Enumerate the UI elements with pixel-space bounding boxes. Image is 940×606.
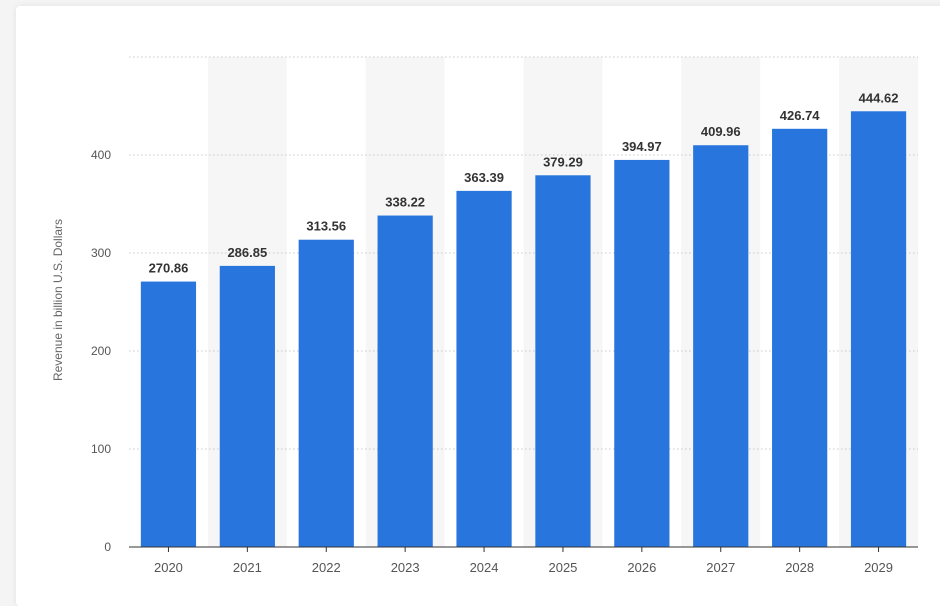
x-tick-label: 2024 (470, 560, 499, 575)
x-tick-label: 2021 (233, 560, 262, 575)
bar (535, 175, 591, 547)
bar-value-label: 379.29 (543, 154, 583, 169)
x-tick-label: 2022 (312, 560, 341, 575)
bar-value-label: 270.86 (149, 261, 189, 276)
y-tick-label: 200 (91, 344, 111, 358)
bar-value-label: 286.85 (227, 245, 267, 260)
bar (140, 281, 197, 547)
y-tick-label: 100 (91, 442, 111, 456)
bar (693, 145, 749, 547)
bar-value-label: 313.56 (306, 219, 346, 234)
bar-value-label: 363.39 (464, 170, 504, 185)
bar-value-label: 409.96 (701, 124, 741, 139)
bar (219, 265, 275, 547)
bar (298, 239, 354, 548)
y-tick-label: 400 (91, 148, 111, 162)
x-tick-label: 2020 (154, 560, 183, 575)
bar (456, 190, 512, 547)
bar-value-label: 444.62 (859, 90, 899, 105)
bar-value-label: 426.74 (780, 108, 821, 123)
y-tick-label: 300 (91, 246, 111, 260)
bar-value-label: 338.22 (385, 195, 425, 210)
x-tick-label: 2023 (391, 560, 420, 575)
x-tick-label: 2025 (548, 560, 577, 575)
bar-chart: 0 100 200 300 400 270.86 2020 286.85 2021 313.56 2… (91, 56, 918, 575)
bar-value-label: 394.97 (622, 139, 662, 154)
bar (377, 215, 433, 547)
bar (772, 128, 828, 547)
x-tick-label: 2029 (864, 560, 893, 575)
y-tick-label: 0 (104, 540, 111, 554)
x-tick-label: 2028 (785, 560, 814, 575)
x-tick-label: 2027 (706, 560, 735, 575)
bar (614, 159, 670, 548)
x-tick-label: 2026 (627, 560, 656, 575)
bar (850, 111, 907, 547)
